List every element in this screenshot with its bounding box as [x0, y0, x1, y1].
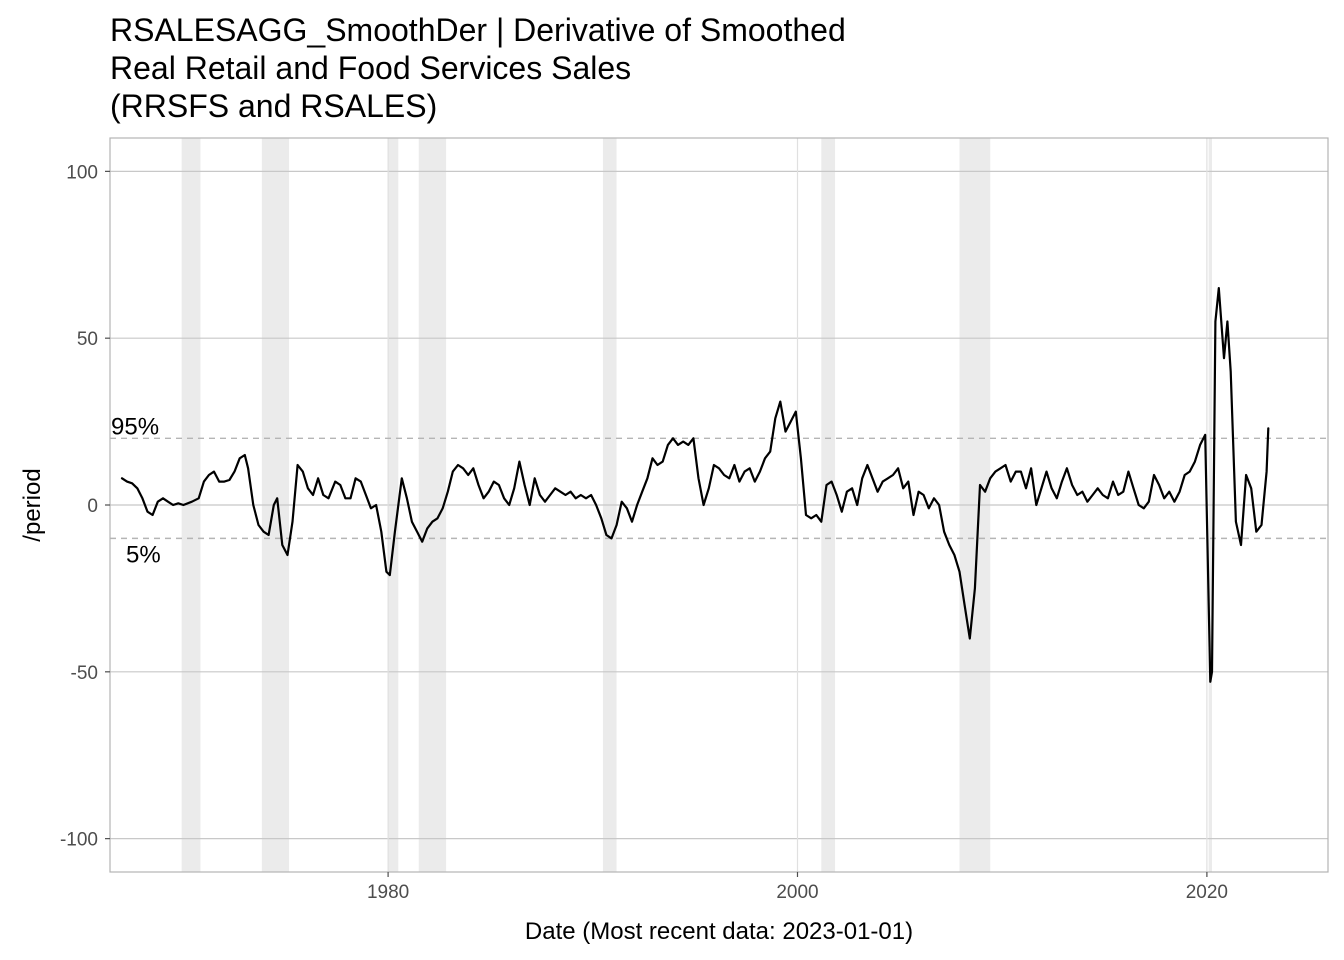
- chart-title-line-1: RSALESAGG_SmoothDer | Derivative of Smoo…: [110, 12, 846, 48]
- y-tick-label: -50: [71, 663, 98, 684]
- y-tick-label: 50: [77, 329, 98, 350]
- chart-title-line-3: (RRSFS and RSALES): [110, 88, 437, 124]
- reference-line-label: 5%: [126, 541, 161, 568]
- x-axis-ticks: 1980 2000 2020: [367, 872, 1228, 903]
- x-tick-label: 1980: [367, 882, 409, 903]
- grid-lines: [110, 138, 1328, 872]
- x-tick-label: 2020: [1186, 882, 1228, 903]
- series-line-group: [120, 287, 1270, 683]
- y-tick-label: 100: [66, 162, 98, 183]
- y-tick-label: -100: [60, 830, 98, 851]
- series-line: [120, 287, 1270, 683]
- y-axis-title: /period: [19, 468, 46, 541]
- reference-lines: [110, 437, 1328, 540]
- y-axis-ticks: 100 50 0 -50 -100: [60, 162, 110, 851]
- x-tick-label: 2000: [776, 882, 818, 903]
- x-axis-title: Date (Most recent data: 2023-01-01): [525, 918, 913, 945]
- reference-labels: 95% 5%: [111, 413, 161, 568]
- y-tick-label: 0: [87, 496, 98, 517]
- reference-line-label: 95%: [111, 413, 159, 440]
- chart-title-line-2: Real Retail and Food Services Sales: [110, 50, 631, 86]
